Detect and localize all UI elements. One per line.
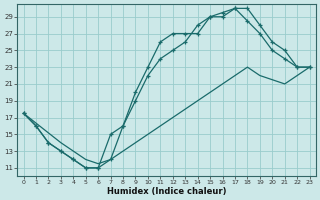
- X-axis label: Humidex (Indice chaleur): Humidex (Indice chaleur): [107, 187, 226, 196]
